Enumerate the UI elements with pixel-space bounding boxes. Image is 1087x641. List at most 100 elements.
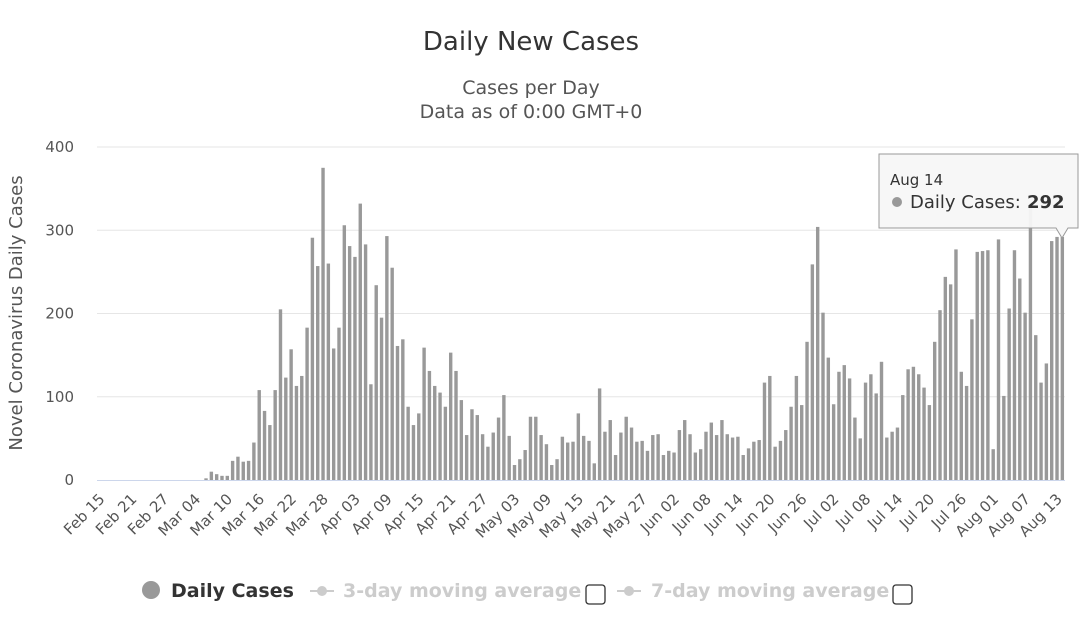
bar[interactable] xyxy=(273,390,277,480)
bar[interactable] xyxy=(539,435,543,480)
bar[interactable] xyxy=(480,434,485,480)
bar[interactable] xyxy=(651,435,655,480)
bar[interactable] xyxy=(826,357,831,480)
bar[interactable] xyxy=(911,366,916,480)
bar[interactable] xyxy=(773,446,777,480)
bar[interactable] xyxy=(656,434,660,480)
bar[interactable] xyxy=(1018,278,1022,480)
bar[interactable] xyxy=(757,440,761,480)
bar[interactable] xyxy=(512,465,517,480)
bar[interactable] xyxy=(566,442,570,480)
bar[interactable] xyxy=(624,416,628,480)
bar[interactable] xyxy=(815,226,820,480)
bar[interactable] xyxy=(406,406,410,480)
bar[interactable] xyxy=(294,385,299,480)
bar[interactable] xyxy=(337,327,341,480)
bar[interactable] xyxy=(385,236,389,480)
bar[interactable] xyxy=(1028,203,1033,481)
bar[interactable] xyxy=(369,384,373,480)
bar[interactable] xyxy=(353,256,357,480)
bar[interactable] xyxy=(970,319,974,480)
bar[interactable] xyxy=(863,382,868,480)
bar[interactable] xyxy=(262,410,267,480)
bar[interactable] xyxy=(879,361,884,480)
bar[interactable] xyxy=(220,475,224,480)
bar[interactable] xyxy=(890,431,894,480)
bar[interactable] xyxy=(379,317,384,480)
bar[interactable] xyxy=(230,460,235,480)
bar[interactable] xyxy=(720,420,724,480)
bar[interactable] xyxy=(778,440,783,480)
bar[interactable] xyxy=(433,385,437,480)
bar[interactable] xyxy=(284,377,288,480)
bar[interactable] xyxy=(906,369,910,480)
bar[interactable] xyxy=(645,450,650,480)
bar[interactable] xyxy=(741,455,745,480)
bar[interactable] xyxy=(821,312,825,480)
bar[interactable] xyxy=(831,404,836,480)
bar[interactable] xyxy=(847,378,852,480)
bar[interactable] xyxy=(571,441,575,480)
bar[interactable] xyxy=(661,455,666,480)
bar[interactable] xyxy=(209,471,214,480)
bar[interactable] xyxy=(401,339,405,480)
bar[interactable] xyxy=(358,203,362,481)
3-day-average-checkbox[interactable] xyxy=(585,584,606,605)
legend-item-7-day-average[interactable]: 7-day moving average xyxy=(617,580,889,602)
bar[interactable] xyxy=(869,374,873,480)
bar[interactable] xyxy=(289,349,293,480)
bar[interactable] xyxy=(608,420,612,480)
bar[interactable] xyxy=(300,375,304,480)
bar[interactable] xyxy=(555,459,559,480)
bar[interactable] xyxy=(438,392,442,480)
bar[interactable] xyxy=(507,435,511,480)
bar[interactable] xyxy=(640,440,644,480)
bar[interactable] xyxy=(326,263,331,480)
bar[interactable] xyxy=(954,249,958,480)
bar[interactable] xyxy=(853,417,857,480)
bar[interactable] xyxy=(246,460,251,480)
bar[interactable] xyxy=(964,385,969,480)
bar[interactable] xyxy=(1023,312,1027,480)
bar[interactable] xyxy=(842,365,846,480)
bar[interactable] xyxy=(858,438,862,481)
bar[interactable] xyxy=(959,371,963,480)
bar[interactable] xyxy=(683,420,687,480)
bar[interactable] xyxy=(560,436,565,480)
bar[interactable] xyxy=(693,452,698,480)
bar[interactable] xyxy=(688,434,692,480)
7-day-average-checkbox[interactable] xyxy=(892,584,913,605)
bar[interactable] xyxy=(459,400,464,480)
bar[interactable] xyxy=(496,417,501,480)
bar[interactable] xyxy=(677,430,682,480)
bar[interactable] xyxy=(592,463,596,480)
bar[interactable] xyxy=(810,264,815,480)
bar[interactable] xyxy=(443,406,448,480)
bar[interactable] xyxy=(316,266,320,480)
bar[interactable] xyxy=(390,267,394,480)
bar[interactable] xyxy=(730,437,735,480)
bar[interactable] xyxy=(704,431,708,480)
bar[interactable] xyxy=(342,225,347,480)
bar[interactable] xyxy=(805,341,809,480)
bar[interactable] xyxy=(794,375,799,480)
bar[interactable] xyxy=(996,239,1001,480)
bar[interactable] xyxy=(917,374,921,480)
bar[interactable] xyxy=(895,427,900,480)
bar[interactable] xyxy=(1050,241,1054,480)
bar[interactable] xyxy=(1007,308,1011,481)
bar[interactable] xyxy=(523,450,527,480)
bar[interactable] xyxy=(395,345,400,480)
bar[interactable] xyxy=(709,422,714,480)
bar[interactable] xyxy=(363,244,368,480)
bar[interactable] xyxy=(672,452,676,480)
bar[interactable] xyxy=(417,413,421,480)
bar[interactable] xyxy=(427,370,432,480)
bar[interactable] xyxy=(257,390,261,480)
bar[interactable] xyxy=(576,413,581,480)
bar[interactable] xyxy=(635,441,639,480)
bar[interactable] xyxy=(613,455,618,480)
bar[interactable] xyxy=(268,425,272,480)
bar[interactable] xyxy=(225,475,230,480)
bar[interactable] xyxy=(581,435,586,480)
